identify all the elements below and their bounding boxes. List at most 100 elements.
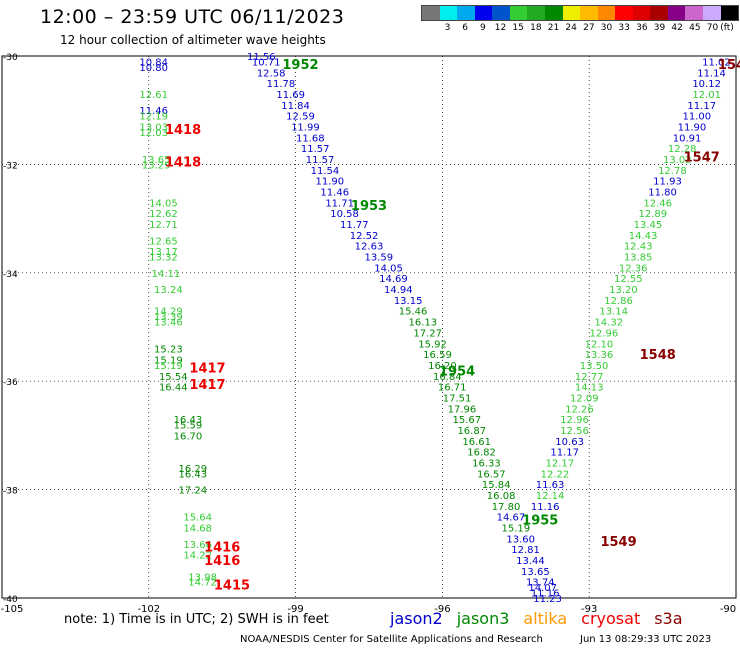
legend-label: 42: [671, 23, 683, 33]
swh-value: 13.59: [364, 253, 393, 264]
mission-cryosat: cryosat: [581, 609, 641, 628]
legend-swatches: [421, 5, 739, 21]
swh-value: 16.33: [472, 459, 501, 470]
legend-label: 15: [512, 23, 524, 33]
legend-swatch: [703, 6, 721, 20]
swh-value: 11.02: [702, 57, 731, 68]
mission-legend: jason2 jason3 altika cryosat s3a: [390, 609, 697, 628]
lat-tick-label: -34: [3, 270, 18, 280]
legend-swatch: [632, 6, 651, 20]
lat-tick-label: -40: [3, 595, 18, 605]
legend-swatch: [580, 6, 598, 20]
swh-value: 11.78: [267, 79, 296, 90]
swh-value: 17.24: [179, 486, 208, 497]
legend-labels: 3 6 9 12 15 18 21 24 27 30 33 36 39 42 45 70 (ft): [421, 21, 739, 35]
swh-value: 14.32: [594, 318, 623, 329]
swh-value: 13.98: [188, 572, 217, 583]
lat-tick-label: -32: [3, 161, 18, 171]
swh-value: 16.20: [428, 361, 457, 372]
swh-value: 16.43: [174, 415, 203, 426]
legend-swatch: [667, 6, 686, 20]
swh-value: 15.19: [154, 356, 183, 367]
swh-value: 10.91: [673, 133, 702, 144]
swh-value: 12.65: [149, 236, 178, 247]
legend-swatch: [685, 6, 703, 20]
swh-value: 13.50: [580, 361, 609, 372]
legend-swatch: [650, 6, 668, 20]
swh-value: 15.59: [174, 421, 203, 432]
time-label: 1952: [282, 58, 318, 73]
mission-jason3: jason3: [456, 609, 510, 628]
swh-value: 12.89: [638, 209, 667, 220]
map-grid: [1, 55, 737, 599]
swh-value: 13.15: [394, 296, 423, 307]
swh-value: 12.55: [614, 274, 643, 285]
legend-label: 33: [618, 23, 630, 33]
time-label: 1547: [684, 150, 720, 165]
lat-tick-label: -30: [3, 53, 18, 63]
swh-value: 15.64: [183, 513, 212, 524]
swh-value: 14.69: [379, 274, 408, 285]
page-subtitle: 12 hour collection of altimeter wave hei…: [60, 33, 326, 47]
swh-value: 11.80: [648, 188, 677, 199]
swh-value: 17.80: [492, 502, 521, 513]
credit-text: NOAA/NESDIS Center for Satellite Applica…: [240, 634, 543, 645]
swh-value: 15.19: [501, 524, 530, 535]
swh-value: 14.94: [384, 285, 413, 296]
swh-value: 15.92: [418, 339, 447, 350]
time-label: 1416: [204, 541, 240, 556]
time-label: 1955: [522, 513, 558, 528]
swh-value: 12.10: [585, 339, 614, 350]
swh-value: 12.22: [541, 469, 570, 480]
swh-value: 15.46: [399, 307, 428, 318]
swh-value: 11.46: [320, 188, 349, 199]
lon-tick-label: -96: [434, 604, 450, 615]
color-legend: 3 6 9 12 15 18 21 24 27 30 33 36 39 42 45 70 (ft): [421, 5, 739, 35]
time-labels: 1952195319541955141814181417141714161416…: [165, 58, 740, 593]
legend-swatch: [615, 6, 633, 20]
time-label: 1416: [204, 554, 240, 569]
swh-value: 14.05: [149, 198, 178, 209]
swh-value: 16.84: [433, 372, 462, 383]
swh-value: 11.54: [311, 166, 340, 177]
swh-value: 12.62: [149, 209, 178, 220]
swh-value: 16.57: [477, 469, 506, 480]
legend-swatch: [597, 6, 616, 20]
lon-tick-label: -102: [137, 604, 160, 615]
swh-value: 11.57: [306, 155, 335, 166]
swh-value: 11.56: [247, 52, 276, 63]
swh-value: 15.54: [159, 372, 188, 383]
swh-value: 17.96: [448, 404, 477, 415]
footer-note: note: 1) Time is in UTC; 2) SWH is in fe…: [64, 612, 329, 627]
legend-label: 45: [689, 23, 701, 33]
swh-value: 16.70: [174, 431, 203, 442]
swh-value: 11.14: [697, 68, 726, 79]
swh-value: 11.99: [291, 122, 320, 133]
swh-value: 16.61: [462, 437, 491, 448]
swh-points: 10.8410.8012.6111.4612.1913.0312.0313.65…: [139, 52, 730, 605]
mission-jason2: jason2: [390, 609, 443, 628]
swh-value: 13.60: [506, 534, 535, 545]
swh-value: 13.29: [142, 160, 171, 171]
swh-value: 15.67: [453, 415, 482, 426]
legend-label: 24: [565, 23, 577, 33]
swh-value: 14.11: [152, 269, 181, 280]
swh-value: 16.08: [487, 491, 516, 502]
time-label: 1415: [214, 578, 250, 593]
swh-value: 12.36: [619, 263, 648, 274]
legend-label: 36: [636, 23, 648, 33]
swh-value: 13.74: [526, 578, 555, 589]
legend-label: 3: [444, 23, 451, 33]
legend-label: 27: [583, 23, 595, 33]
legend-label: 9: [479, 23, 486, 33]
swh-value: 12.56: [560, 426, 589, 437]
swh-value: 12.77: [575, 372, 604, 383]
swh-value: 11.69: [276, 90, 305, 101]
swh-value: 11.77: [340, 220, 369, 231]
swh-value: 13.46: [154, 318, 183, 329]
swh-value: 13.45: [634, 220, 663, 231]
swh-value: 15.19: [154, 361, 183, 372]
swh-value: 16.29: [179, 464, 208, 475]
swh-value: 11.71: [325, 198, 354, 209]
